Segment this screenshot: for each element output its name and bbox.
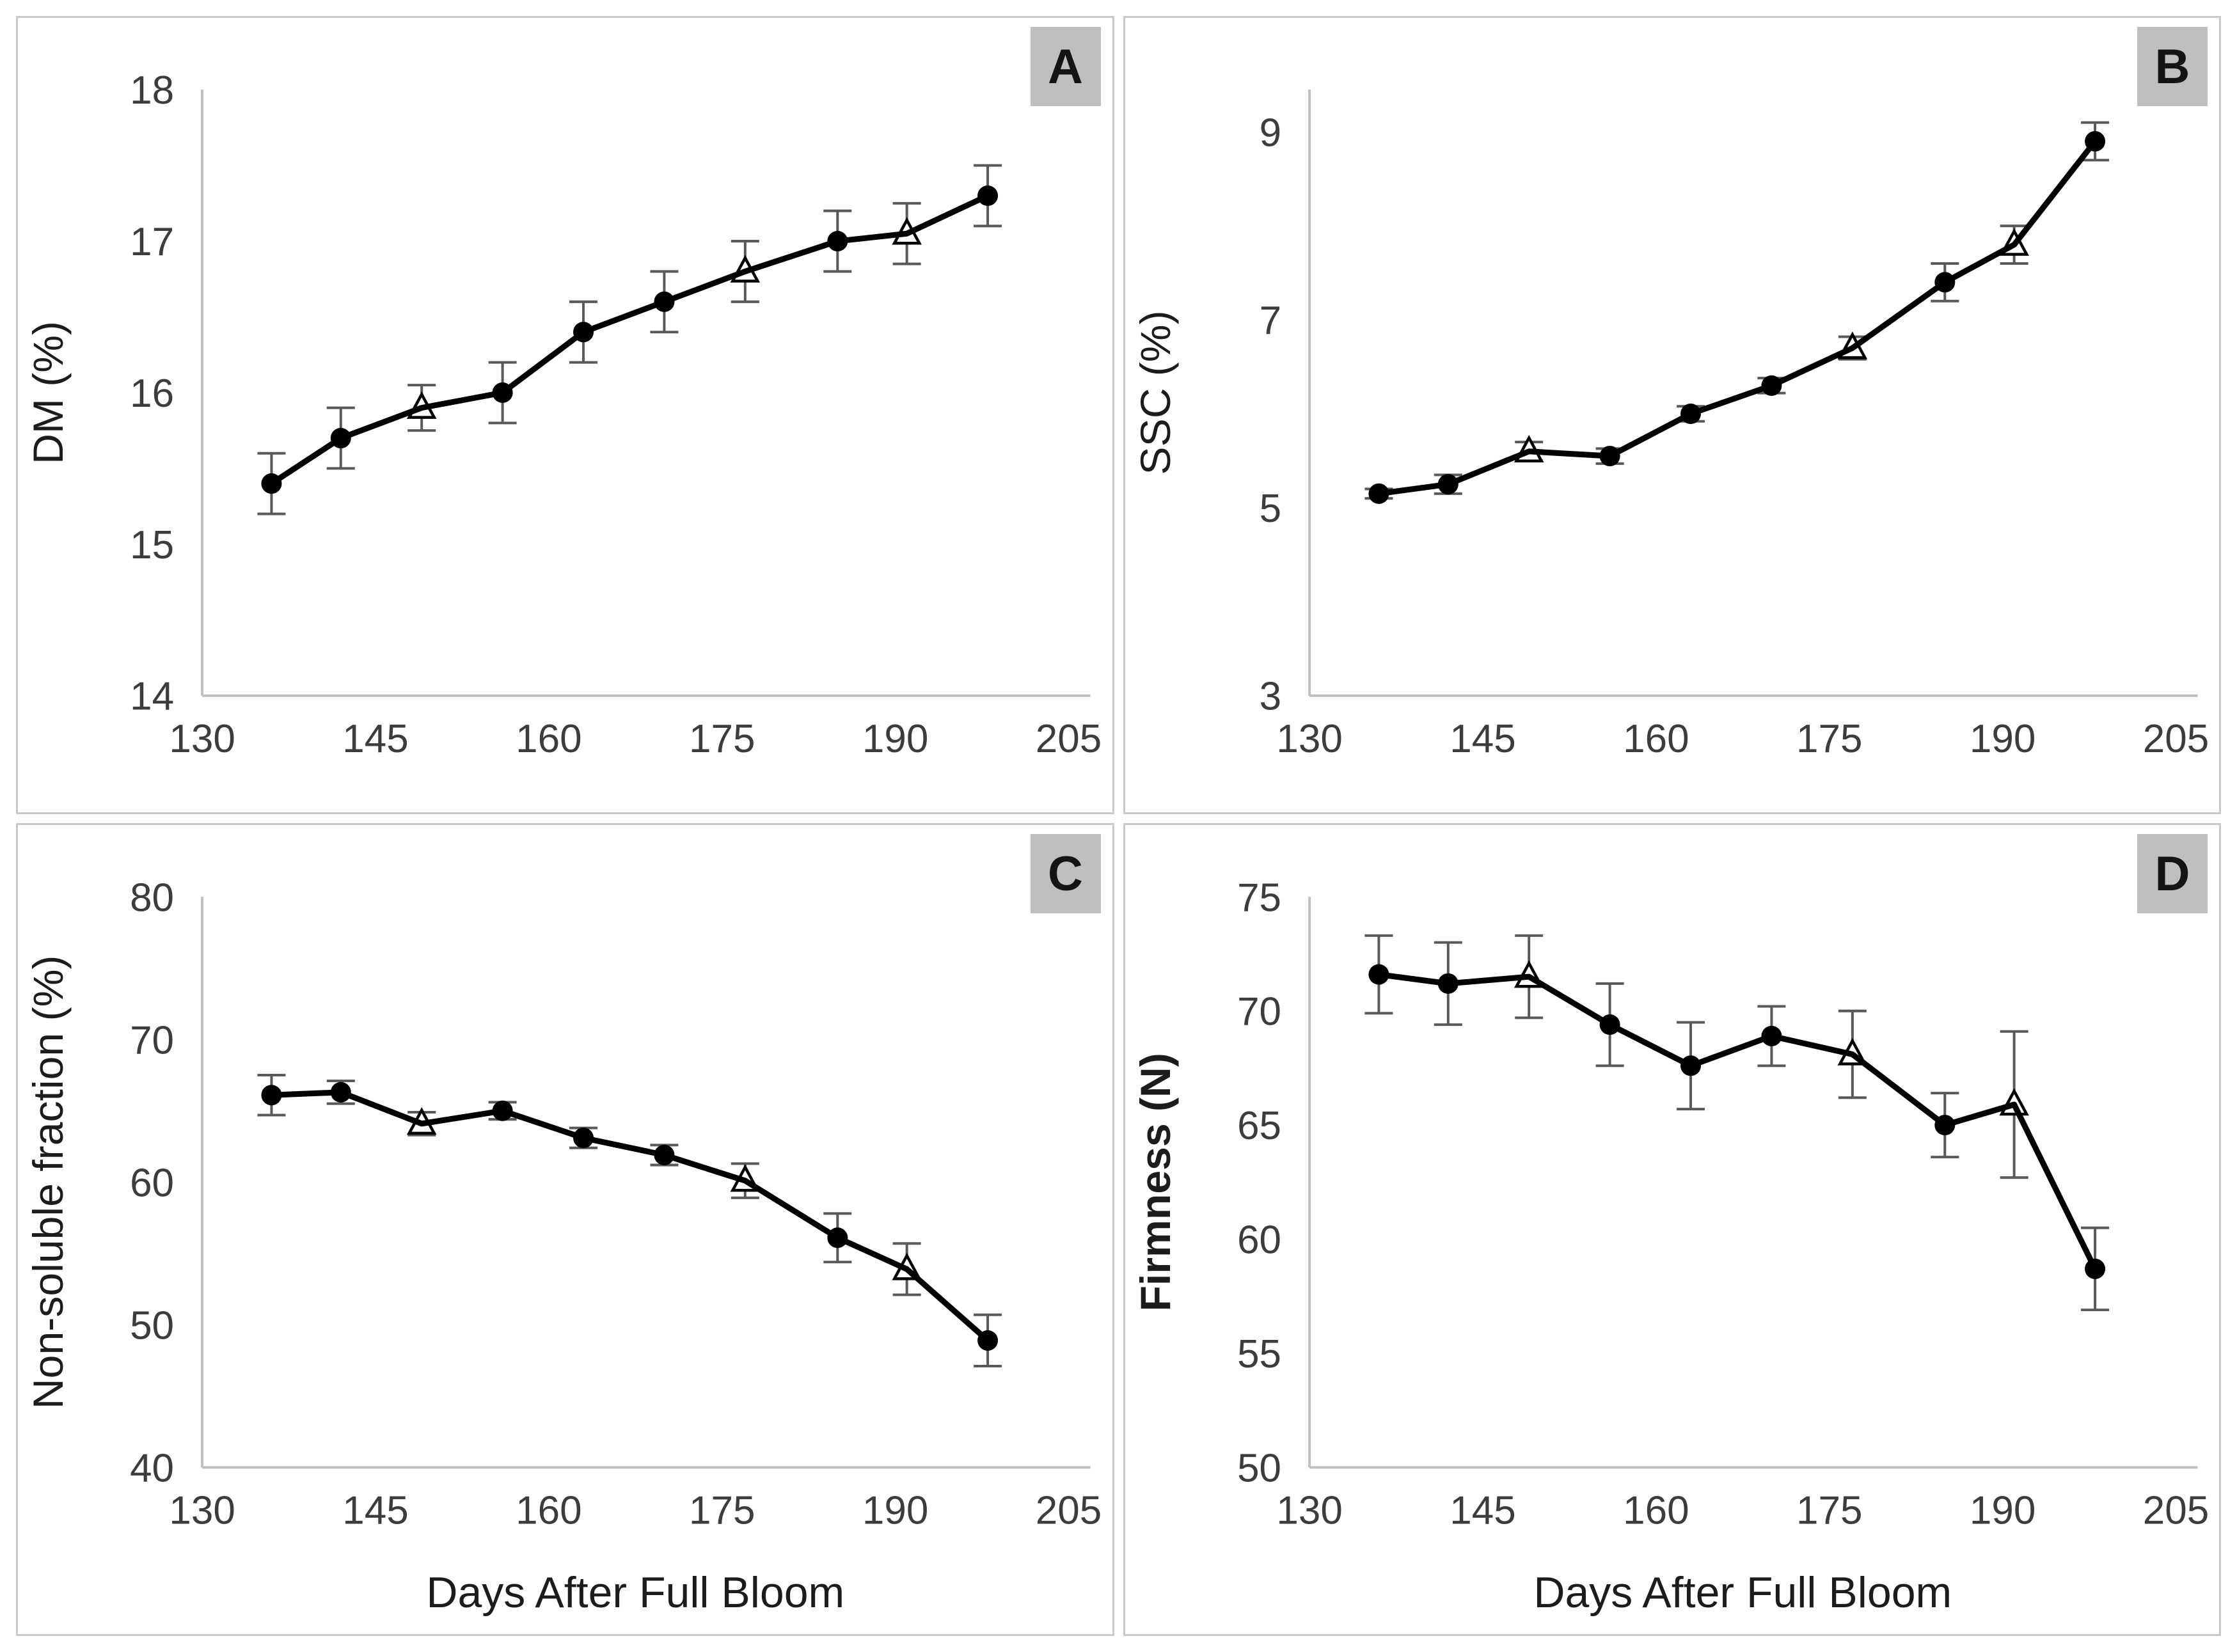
- x-tick-label: 190: [1969, 1489, 2035, 1533]
- x-tick-label: 175: [1796, 1489, 1862, 1533]
- x-axis-title: Days After Full Bloom: [1533, 1568, 1952, 1617]
- x-tick-label: 130: [1276, 1489, 1342, 1533]
- x-tick-label: 130: [169, 1489, 235, 1533]
- x-tick-label: 160: [1623, 717, 1689, 761]
- y-tick-label: 16: [130, 372, 174, 416]
- y-axis-title: SSC (%): [1132, 310, 1179, 475]
- y-tick-label: 5: [1259, 487, 1281, 531]
- y-tick-label: 40: [130, 1446, 174, 1490]
- y-tick-label: 7: [1259, 299, 1281, 343]
- y-tick-label: 9: [1259, 111, 1281, 155]
- y-axis-title: Firmness (N): [1132, 1053, 1180, 1311]
- x-tick-label: 145: [1450, 1489, 1515, 1533]
- y-tick-label: 15: [130, 523, 174, 567]
- chart-d-firmness-line-chart: 50 55 60 65 70 75 130 145 160 175 190 205 Firmness (…: [1132, 876, 2209, 1617]
- y-tick-label: 70: [130, 1018, 174, 1062]
- data-line: [269, 193, 989, 486]
- x-tick-label: 190: [1969, 717, 2035, 761]
- y-tick-label: 3: [1259, 675, 1281, 719]
- y-tick-label: 60: [130, 1161, 174, 1205]
- y-tick-label: 65: [1237, 1104, 1281, 1148]
- y-tick-label: 18: [130, 68, 174, 113]
- y-tick-label: 50: [130, 1303, 174, 1348]
- x-axis-title: Days After Full Bloom: [426, 1568, 844, 1617]
- data-line: [1378, 972, 2098, 1270]
- y-axis-title: DM (%): [24, 321, 72, 464]
- y-tick-label: 14: [130, 675, 174, 719]
- y-tick-label: 60: [1237, 1218, 1281, 1263]
- panel-c-non-soluble: 40 50 60 70 80 130 145 160 175 190 205 Non-soluble …: [16, 823, 1114, 1636]
- x-tick-label: 175: [1796, 717, 1862, 761]
- chart-b-ssc-line-chart: 3 5 7 9 130 145 160 175 190 205 SSC (%): [1132, 90, 2209, 761]
- x-tick-label: 130: [1276, 717, 1342, 761]
- panel-a-dm: 14 15 16 17 18 130 145 160 175 190 205 DM (%) A: [16, 16, 1114, 814]
- x-tick-label: 145: [342, 1489, 408, 1533]
- x-tick-label: 145: [1450, 717, 1515, 761]
- four-panel-maturation-figure: 14 15 16 17 18 130 145 160 175 190 205 DM (%) A 3 5 7…: [16, 16, 2221, 1636]
- x-tick-label: 190: [862, 1489, 928, 1533]
- data-line: [271, 1089, 990, 1343]
- y-tick-label: 55: [1237, 1332, 1281, 1376]
- x-tick-label: 160: [516, 717, 581, 761]
- x-tick-label: 205: [2142, 717, 2208, 761]
- panel-label-d: D: [2137, 834, 2208, 913]
- y-axis-title: Non-soluble fraction (%): [25, 956, 72, 1410]
- y-tick-label: 75: [1237, 876, 1281, 920]
- x-tick-label: 160: [516, 1489, 581, 1533]
- filled-circle-marker: [2084, 1258, 2105, 1279]
- panel-label-b: B: [2137, 27, 2208, 106]
- x-tick-label: 160: [1623, 1489, 1689, 1533]
- chart-a-dm-line-chart: 14 15 16 17 18 130 145 160 175 190 205 DM (%): [24, 68, 1102, 761]
- data-line: [1378, 139, 2098, 497]
- x-tick-label: 205: [2142, 1489, 2208, 1533]
- y-tick-label: 80: [130, 876, 174, 920]
- y-tick-label: 50: [1237, 1446, 1281, 1490]
- x-tick-label: 145: [342, 717, 408, 761]
- x-tick-label: 205: [1036, 717, 1102, 761]
- panel-d-firmness: 50 55 60 65 70 75 130 145 160 175 190 205 Firmness (…: [1123, 823, 2221, 1636]
- x-tick-label: 175: [689, 717, 755, 761]
- x-tick-label: 205: [1036, 1489, 1102, 1533]
- x-tick-label: 190: [862, 717, 928, 761]
- panel-label-c: C: [1030, 834, 1101, 913]
- x-tick-label: 130: [169, 717, 235, 761]
- panel-b-ssc: 3 5 7 9 130 145 160 175 190 205 SSC (%) B: [1123, 16, 2221, 814]
- y-tick-label: 17: [130, 220, 174, 264]
- panel-label-a: A: [1030, 27, 1101, 106]
- chart-c-non-soluble-line-chart: 40 50 60 70 80 130 145 160 175 190 205 Non-soluble …: [25, 876, 1102, 1617]
- y-tick-label: 70: [1237, 990, 1281, 1034]
- x-tick-label: 175: [689, 1489, 755, 1533]
